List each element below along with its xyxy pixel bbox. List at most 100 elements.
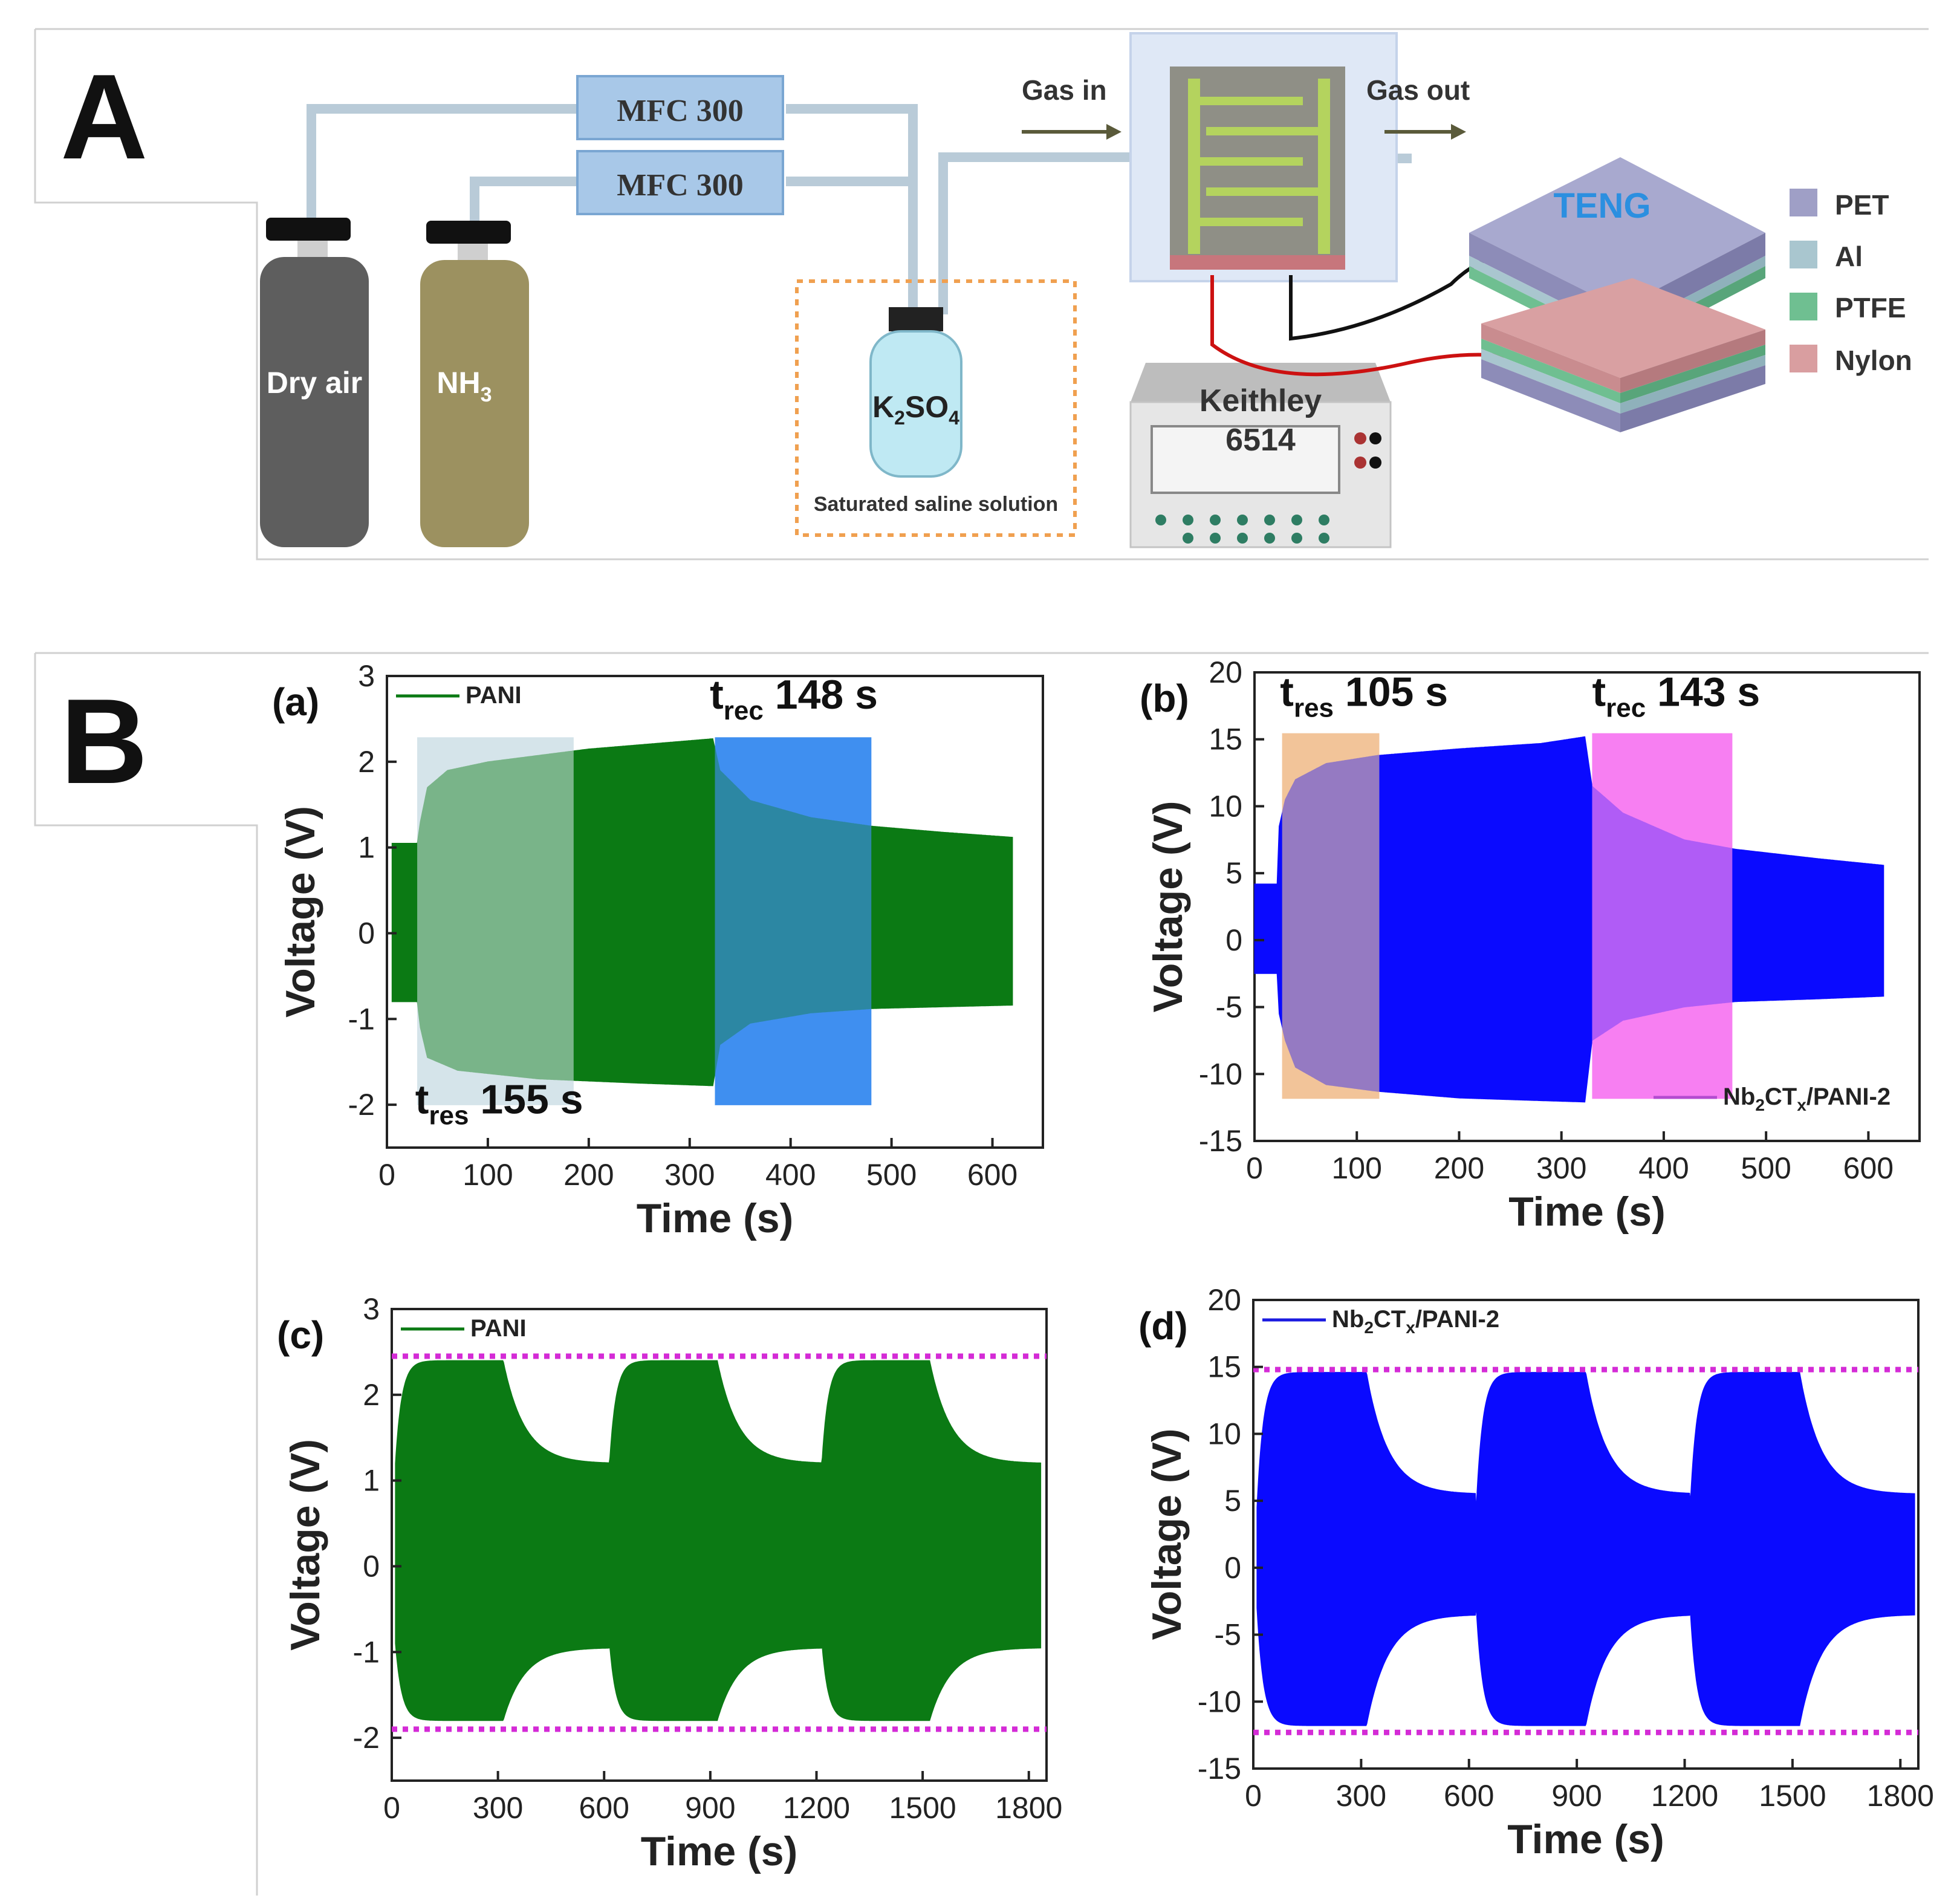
sub-panel-label: (c) — [277, 1313, 324, 1357]
x-tick-label-3: 900 — [685, 1791, 735, 1825]
annotation-1: tres 155 s — [415, 1076, 583, 1130]
x-tick-label-4: 1200 — [1651, 1779, 1718, 1813]
series-envelope-d — [1256, 1372, 1915, 1726]
saline-bottle: K2SO4 Saturated saline solution — [795, 279, 1077, 537]
y-tick-label-6: 15 — [1207, 1350, 1241, 1384]
x-tick-label-6: 600 — [967, 1158, 1018, 1192]
gas-in-arrow-icon — [1106, 124, 1121, 140]
y-tick-label-4: 2 — [358, 745, 375, 779]
x-tick-label-3: 300 — [664, 1158, 715, 1192]
x-tick-label-2: 200 — [563, 1158, 614, 1192]
y-axis-title: Voltage (V) — [278, 806, 323, 1018]
legend-label: PANI — [466, 682, 522, 709]
x-tick-label-5: 500 — [1741, 1151, 1791, 1185]
series-envelope-c — [395, 1360, 1042, 1721]
panel-letter-b: B — [60, 674, 148, 809]
x-tick-label-1: 100 — [1332, 1151, 1382, 1185]
annotation-0: trec 148 s — [710, 672, 878, 726]
legend: PANI — [401, 1315, 527, 1342]
svg-text:Al: Al — [1835, 241, 1863, 272]
gas-out-arrow-icon — [1451, 124, 1466, 140]
y-tick-label-4: 5 — [1225, 856, 1242, 890]
teng-label: TENG — [1553, 186, 1651, 226]
y-tick-label-1: -1 — [353, 1635, 380, 1669]
y-tick-label-3: 1 — [358, 831, 375, 865]
chart-b: 0 100 200 300 400 500 600 -15 -10 -5 0 5 10 15 20 Time … — [1140, 655, 1921, 1235]
mfc-top-label: MFC 300 — [617, 94, 743, 128]
y-tick-label-3: 0 — [1225, 923, 1242, 957]
keithley-label: Keithley — [1199, 383, 1322, 418]
keithley-model-label: 6514 — [1225, 423, 1296, 458]
sub-panel-label: (d) — [1138, 1304, 1188, 1348]
x-axis-title: Time (s) — [637, 1195, 793, 1241]
chart-d: 0 300 600 900 1200 1500 1800 -15 -10 -5 0 5 10 15 20 Ti… — [1138, 1283, 1934, 1862]
mfc-bottom: MFC 300 — [576, 150, 784, 215]
x-tick-label-5: 500 — [866, 1158, 917, 1192]
y-tick-label-3: 0 — [1224, 1551, 1241, 1585]
teng-legend: PET Al PTFE Nylon — [1790, 189, 1912, 376]
y-tick-label-5: 3 — [358, 659, 375, 693]
y-tick-label-0: -15 — [1199, 1124, 1242, 1158]
legend: PANI — [396, 682, 522, 709]
y-tick-label-2: 0 — [363, 1549, 380, 1583]
svg-text:PET: PET — [1835, 189, 1889, 221]
highlight-overlay-1 — [715, 737, 872, 1105]
highlight-overlay-1 — [1592, 733, 1733, 1099]
y-tick-label-1: -10 — [1198, 1685, 1241, 1718]
x-tick-label-4: 400 — [1638, 1151, 1689, 1185]
annotation-1: trec 143 s — [1592, 669, 1760, 723]
panel-b: B — [34, 652, 1929, 1896]
y-tick-label-5: 3 — [363, 1292, 380, 1326]
teng-device: TENG — [1469, 157, 1765, 432]
svg-text:PTFE: PTFE — [1835, 292, 1906, 323]
x-tick-label-6: 1800 — [995, 1791, 1062, 1825]
legend-label: PANI — [470, 1315, 527, 1342]
gas-chamber: Gas in Gas out — [1022, 32, 1470, 282]
y-tick-label-2: 0 — [358, 916, 375, 950]
x-axis-title: Time (s) — [1508, 1189, 1665, 1235]
highlight-overlay-0 — [417, 737, 574, 1105]
x-tick-label-1: 300 — [473, 1791, 523, 1825]
nh3-cylinder: NH3 — [420, 221, 529, 547]
panel-letter-a: A — [60, 50, 148, 184]
legend-ptfe: PTFE — [1790, 292, 1906, 323]
mfc-bottom-label: MFC 300 — [617, 168, 743, 203]
chart-c: 0 300 600 900 1200 1500 1800 -2 -1 0 1 2 3 Time (s) Vo… — [277, 1292, 1062, 1874]
mfc-top: MFC 300 — [576, 75, 784, 140]
x-tick-label-4: 400 — [765, 1158, 816, 1192]
y-tick-label-7: 20 — [1207, 1283, 1241, 1317]
series-envelope-b — [1254, 736, 1884, 1103]
x-tick-label-3: 900 — [1551, 1779, 1602, 1813]
sub-panel-label: (b) — [1140, 677, 1189, 720]
legend: Nb2CTx/PANI-2 — [1262, 1306, 1499, 1337]
sub-panel-label: (a) — [272, 680, 319, 724]
x-tick-label-1: 100 — [463, 1158, 513, 1192]
dry-air-label: Dry air — [267, 366, 362, 400]
y-tick-label-7: 20 — [1209, 655, 1242, 689]
x-tick-label-0: 0 — [378, 1158, 395, 1192]
legend: Nb2CTx/PANI-2 — [1654, 1084, 1891, 1114]
x-tick-label-3: 300 — [1536, 1151, 1586, 1185]
saline-label: Saturated saline solution — [814, 493, 1058, 516]
red-wire — [1210, 275, 1512, 377]
gas-in-label: Gas in — [1022, 74, 1107, 106]
y-tick-label-6: 15 — [1209, 723, 1242, 756]
x-tick-label-5: 1500 — [889, 1791, 956, 1825]
x-tick-label-6: 1800 — [1867, 1779, 1934, 1813]
x-tick-label-2: 600 — [579, 1791, 629, 1825]
x-tick-label-2: 600 — [1444, 1779, 1494, 1813]
k2so4-label: K2SO4 — [872, 390, 959, 429]
y-tick-label-4: 2 — [363, 1378, 380, 1412]
y-tick-label-5: 10 — [1207, 1417, 1241, 1451]
chart-a: 0 100 200 300 400 500 600 -2 -1 0 1 2 3 Time (s) Volta… — [272, 659, 1044, 1241]
x-tick-label-0: 0 — [1246, 1151, 1263, 1185]
x-tick-label-1: 300 — [1336, 1779, 1386, 1813]
y-tick-label-0: -2 — [353, 1721, 380, 1755]
x-axis-title: Time (s) — [641, 1828, 797, 1874]
y-tick-label-1: -1 — [348, 1002, 375, 1036]
legend-nylon: Nylon — [1790, 345, 1912, 376]
y-axis-title: Voltage (V) — [282, 1439, 328, 1651]
x-tick-label-4: 1200 — [783, 1791, 850, 1825]
